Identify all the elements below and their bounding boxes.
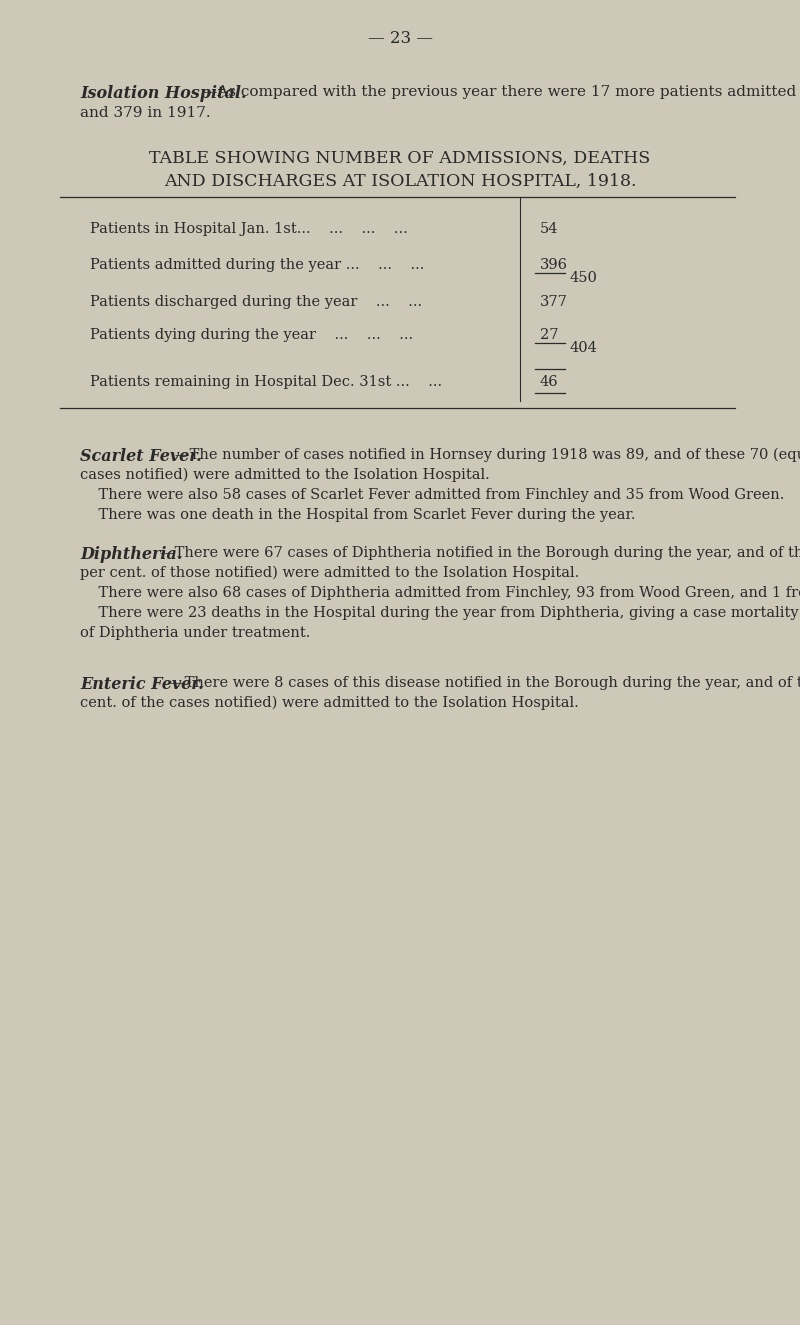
- Text: 46: 46: [540, 375, 558, 390]
- Text: Patients remaining in Hospital Dec. 31st ...    ...: Patients remaining in Hospital Dec. 31st…: [90, 375, 442, 390]
- Text: Diphtheria.: Diphtheria.: [80, 546, 182, 563]
- Text: There was one death in the Hospital from Scarlet Fever during the year.: There was one death in the Hospital from…: [80, 507, 635, 522]
- Text: 450: 450: [570, 272, 598, 285]
- Text: cent. of the cases notified) were admitted to the Isolation Hospital.: cent. of the cases notified) were admitt…: [80, 696, 578, 710]
- Text: There were also 58 cases of Scarlet Fever admitted from Finchley and 35 from Woo: There were also 58 cases of Scarlet Feve…: [80, 488, 784, 502]
- Text: 377: 377: [540, 295, 568, 309]
- Text: Enteric Fever.: Enteric Fever.: [80, 676, 204, 693]
- Text: —As compared with the previous year there were 17 more patients admitted in 1918: —As compared with the previous year ther…: [202, 85, 800, 99]
- Text: cases notified) were admitted to the Isolation Hospital.: cases notified) were admitted to the Iso…: [80, 468, 490, 482]
- Text: per cent. of those notified) were admitted to the Isolation Hospital.: per cent. of those notified) were admitt…: [80, 566, 579, 580]
- Text: 27: 27: [540, 329, 558, 342]
- Text: Patients admitted during the year ...    ...    ...: Patients admitted during the year ... ..…: [90, 258, 424, 272]
- Text: Scarlet Fever.: Scarlet Fever.: [80, 448, 202, 465]
- Text: 54: 54: [540, 223, 558, 236]
- Text: of Diphtheria under treatment.: of Diphtheria under treatment.: [80, 625, 310, 640]
- Text: 404: 404: [570, 341, 598, 355]
- Text: — 23 —: — 23 —: [367, 30, 433, 46]
- Text: —There were 8 cases of this disease notified in the Borough during the year, and: —There were 8 cases of this disease noti…: [170, 676, 800, 690]
- Text: —There were 67 cases of Diphtheria notified in the Borough during the year, and : —There were 67 cases of Diphtheria notif…: [160, 546, 800, 560]
- Text: Patients in Hospital Jan. 1st...    ...    ...    ...: Patients in Hospital Jan. 1st... ... ...…: [90, 223, 408, 236]
- Text: Isolation Hospital.: Isolation Hospital.: [80, 85, 246, 102]
- Text: and 379 in 1917.: and 379 in 1917.: [80, 106, 210, 121]
- Text: There were 23 deaths in the Hospital during the year from Diphtheria, giving a c: There were 23 deaths in the Hospital dur…: [80, 606, 800, 620]
- Text: 396: 396: [540, 258, 568, 272]
- Text: —The number of cases notified in Hornsey during 1918 was 89, and of these 70 (eq: —The number of cases notified in Hornsey…: [175, 448, 800, 462]
- Text: TABLE SHOWING NUMBER OF ADMISSIONS, DEATHS: TABLE SHOWING NUMBER OF ADMISSIONS, DEAT…: [150, 150, 650, 167]
- Text: Patients dying during the year    ...    ...    ...: Patients dying during the year ... ... .…: [90, 329, 413, 342]
- Text: AND DISCHARGES AT ISOLATION HOSPITAL, 1918.: AND DISCHARGES AT ISOLATION HOSPITAL, 19…: [164, 174, 636, 189]
- Text: Patients discharged during the year    ...    ...: Patients discharged during the year ... …: [90, 295, 422, 309]
- Text: There were also 68 cases of Diphtheria admitted from Finchley, 93 from Wood Gree: There were also 68 cases of Diphtheria a…: [80, 586, 800, 600]
